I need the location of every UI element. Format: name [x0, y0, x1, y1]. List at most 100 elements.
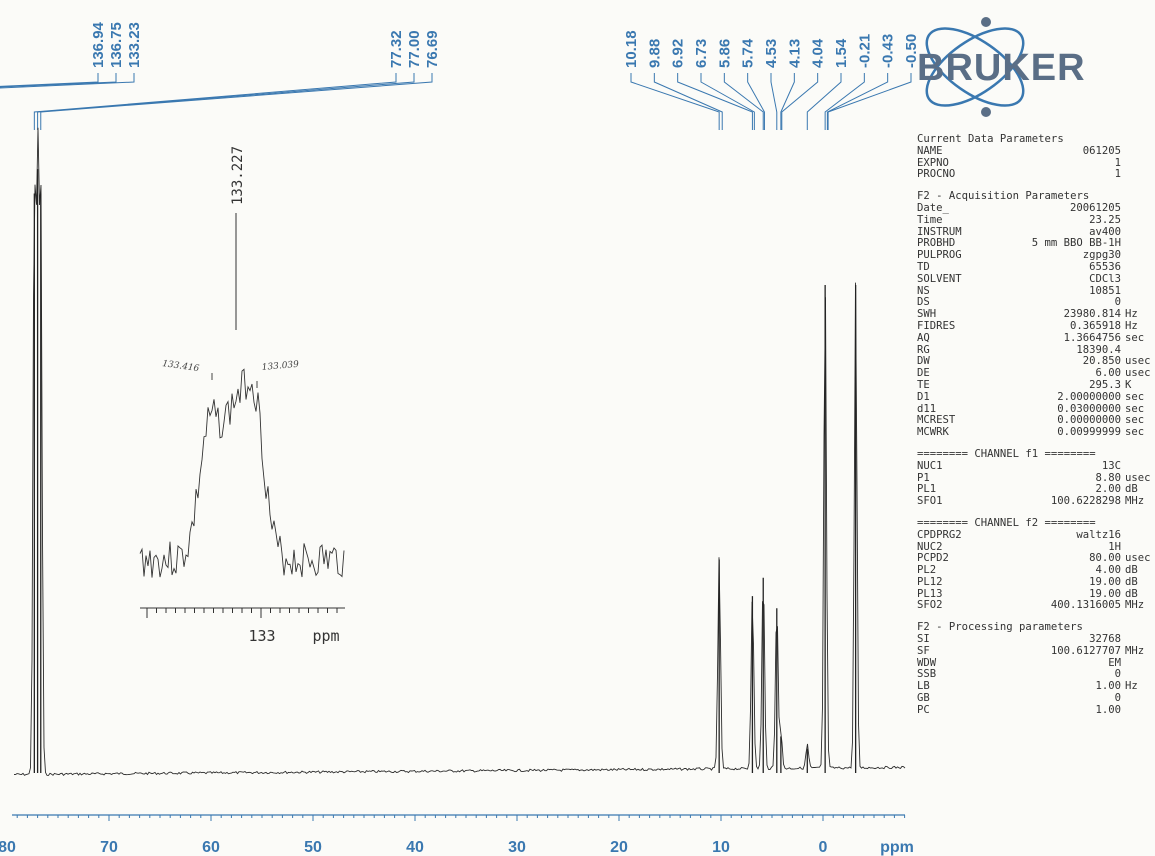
peak-leader-line	[747, 73, 765, 130]
parameter-name: DE	[917, 367, 930, 380]
parameter-value-group: 65536	[1089, 261, 1151, 274]
parameter-row: SFO2 400.1316005 MHz	[917, 600, 1151, 612]
logo-dot-top	[981, 17, 991, 27]
logo-orbit-2	[925, 27, 1025, 107]
parameter-unit: MHz	[1125, 495, 1145, 508]
parameter-name: CPDPRG2	[917, 528, 962, 541]
parameter-row: P1 8.80 usec	[917, 471, 1151, 485]
parameter-section-title: Current Data Parameters	[917, 133, 1064, 145]
parameter-value-group: 4.00 dB	[1095, 564, 1151, 577]
parameter-value: 2.00	[1095, 483, 1121, 496]
parameter-unit	[1125, 461, 1151, 473]
parameter-row: TD 65536	[917, 261, 1151, 274]
parameter-section-title: F2 - Acquisition Parameters	[917, 190, 1090, 203]
parameter-unit: sec	[1125, 331, 1145, 344]
parameter-row: NAME 061205	[917, 144, 1151, 158]
peak-label: -0.50	[903, 34, 920, 68]
parameter-row: DW 20.850 usec	[917, 356, 1151, 368]
parameter-row: PL1 2.00 dB	[917, 484, 1151, 496]
parameter-value-group: 1.00	[1095, 704, 1151, 717]
parameter-name: PL2	[917, 564, 937, 577]
parameter-value: 0	[1114, 692, 1121, 705]
parameter-unit	[1125, 693, 1151, 705]
peak-leader-line	[33, 73, 397, 130]
parameter-value-group: 295.3 K	[1089, 378, 1151, 392]
parameter-row: SOLVENT CDCl3	[917, 272, 1151, 286]
parameter-value: 2.00000000	[1057, 390, 1121, 403]
parameter-value-group: 061205	[1083, 145, 1151, 158]
parameter-name: NAME	[917, 144, 943, 157]
parameter-name: SF	[917, 644, 930, 657]
parameter-value: 23.25	[1089, 213, 1121, 226]
parameter-name: PL13	[917, 587, 943, 600]
parameter-unit: sec	[1125, 402, 1145, 415]
parameter-unit: sec	[1125, 426, 1145, 439]
parameter-unit	[1125, 262, 1151, 274]
inset-axis-unit: ppm	[312, 627, 339, 645]
peak-label: 1.54	[833, 38, 850, 68]
peak-label: 4.04	[810, 38, 827, 68]
peak-label: 5.86	[716, 39, 733, 68]
parameter-row: PROBHD 5 mm BBO BB-1H	[917, 238, 1151, 250]
parameter-row: Date_ 20061205	[917, 201, 1151, 215]
parameter-value: 0.00000000	[1057, 414, 1121, 427]
parameter-row: AQ 1.3664756 sec	[917, 331, 1151, 345]
parameter-value-group: 1.3664756 sec	[1064, 331, 1151, 345]
parameter-row: MCREST 0.00000000 sec	[917, 415, 1151, 427]
parameter-value: 1H	[1108, 540, 1121, 553]
parameter-value-group: 10851	[1089, 285, 1151, 298]
parameter-unit: dB	[1125, 587, 1138, 600]
parameter-value: 0.365918	[1069, 319, 1121, 332]
parameter-row: NS 10851	[917, 285, 1151, 298]
parameter-value-group: 0.03000000 sec	[1057, 402, 1151, 416]
peak-label: 133.23	[126, 22, 143, 68]
logo-text: BRUKER	[917, 47, 1086, 89]
parameter-value: 400.1316005	[1050, 599, 1121, 612]
parameter-name: PULPROG	[917, 249, 962, 262]
parameter-value: 20061205	[1069, 201, 1121, 214]
parameter-unit	[1125, 169, 1151, 181]
parameter-row: PULPROG zgpg30	[917, 249, 1151, 262]
parameter-name: DS	[917, 296, 930, 309]
x-axis: 1501401301201101009080706050403020100ppm	[0, 814, 914, 856]
parameter-name: PROBHD	[917, 237, 956, 250]
parameter-unit	[1125, 146, 1151, 158]
parameter-value-group: 19.00 dB	[1089, 587, 1151, 601]
parameter-unit: K	[1125, 378, 1132, 391]
handwritten-note-left: 133.416	[162, 359, 201, 374]
parameter-value-group: 5 mm BBO BB-1H	[1032, 238, 1151, 250]
peak-label: 6.73	[693, 39, 710, 68]
parameter-row: PL2 4.00 dB	[917, 564, 1151, 577]
parameter-name: GB	[917, 692, 930, 705]
parameter-unit: Hz	[1125, 308, 1138, 321]
parameter-unit	[1125, 250, 1151, 262]
parameter-value-group: 6.00 usec	[1095, 367, 1151, 380]
parameter-row: DS 0	[917, 297, 1151, 309]
parameter-section: ======== CHANNEL f2 ======== CPDPRG2 waltz…	[917, 517, 1151, 612]
parameter-value-group: 0	[1115, 669, 1151, 681]
peak-leader-line	[677, 73, 753, 130]
parameter-name: d11	[917, 402, 937, 415]
peak-leader-line	[770, 73, 778, 130]
parameter-name: AQ	[917, 331, 930, 344]
parameter-row: SI 32768	[917, 633, 1151, 646]
x-tick-label: 80	[0, 839, 16, 856]
parameter-value-group: zgpg30	[1083, 249, 1151, 262]
peak-label: 10.18	[623, 30, 640, 68]
parameter-value-group: waltz16	[1076, 529, 1151, 542]
parameter-value: 0	[1114, 296, 1121, 309]
handwritten-note-right: 133.039	[261, 360, 299, 373]
parameter-value-group: 8.80 usec	[1095, 471, 1151, 485]
parameter-unit: usec	[1125, 471, 1151, 484]
parameter-name: INSTRUM	[917, 225, 962, 238]
peak-label-layer: 136.94 136.75 133.23 77.32 77.00 76.69 10.18 9.…	[0, 21, 920, 130]
parameter-section: F2 - Processing parameters SI 32768 SF 100.6…	[917, 621, 1151, 717]
parameter-value-group: 1H	[1108, 540, 1151, 554]
parameter-name: NUC1	[917, 459, 943, 472]
parameter-value-group: CDCl3	[1089, 272, 1151, 286]
parameter-value-group: 1	[1115, 157, 1151, 170]
parameter-value: CDCl3	[1089, 272, 1121, 285]
parameter-value-group: 2.00000000 sec	[1057, 390, 1151, 404]
parameter-name: PL12	[917, 575, 943, 588]
